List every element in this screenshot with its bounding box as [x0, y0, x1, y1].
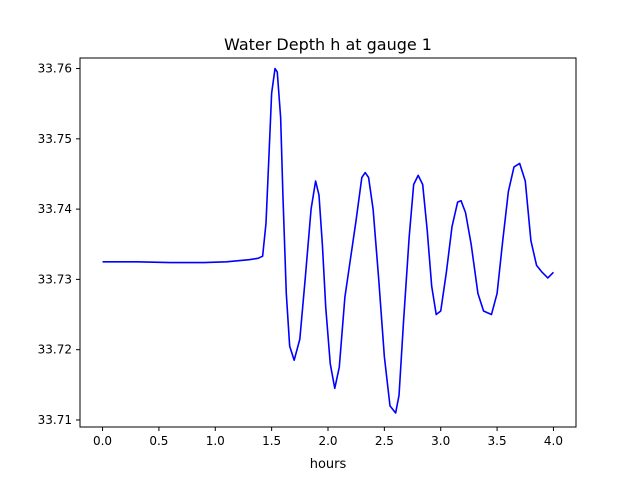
y-tick-label: 33.75 [38, 132, 72, 146]
y-tick-label: 33.71 [38, 413, 72, 427]
y-tick-label: 33.76 [38, 62, 72, 76]
x-tick-label: 2.0 [318, 434, 337, 448]
x-tick-label: 0.5 [149, 434, 168, 448]
x-tick-label: 1.0 [206, 434, 225, 448]
x-tick-label: 3.5 [488, 434, 507, 448]
chart-title: Water Depth h at gauge 1 [224, 35, 432, 54]
y-tick-label: 33.74 [38, 202, 72, 216]
y-tick-label: 33.72 [38, 343, 72, 357]
x-tick-label: 3.0 [431, 434, 450, 448]
y-tick-label: 33.73 [38, 272, 72, 286]
plot-area: 0.0 0.5 1.0 1.5 2.0 2.5 3.0 3.5 4.0 33.71 33.72 33.… [38, 57, 577, 448]
x-tick-label: 2.5 [375, 434, 394, 448]
series-line-0 [102, 67, 555, 414]
x-tick-label: 0.0 [93, 434, 112, 448]
x-axis-label: hours [310, 457, 347, 472]
x-tick-label: 4.0 [544, 434, 563, 448]
x-tick-label: 1.5 [262, 434, 281, 448]
